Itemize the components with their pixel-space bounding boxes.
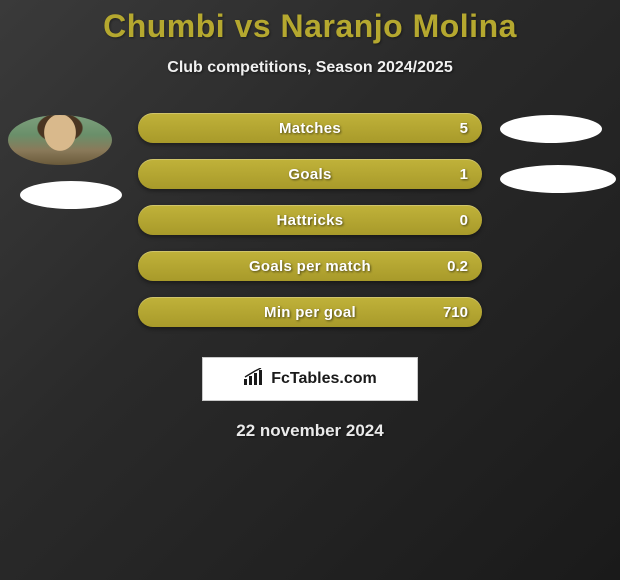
stat-label: Min per goal — [138, 297, 482, 327]
brand-text: FcTables.com — [271, 370, 377, 388]
subtitle: Club competitions, Season 2024/2025 — [0, 59, 620, 77]
stat-label: Goals per match — [138, 251, 482, 281]
player-left-badge — [20, 181, 122, 209]
widget-root: Chumbi vs Naranjo Molina Club competitio… — [0, 0, 620, 580]
stat-value: 0 — [460, 205, 468, 235]
chart-icon — [243, 368, 265, 391]
stat-pill-min-per-goal: Min per goal 710 — [138, 297, 482, 327]
player-right-badge-2 — [500, 165, 616, 193]
stat-value: 1 — [460, 159, 468, 189]
stat-value: 5 — [460, 113, 468, 143]
stat-label: Goals — [138, 159, 482, 189]
player-right-badge-1 — [500, 115, 602, 143]
stat-label: Matches — [138, 113, 482, 143]
stat-pill-goals-per-match: Goals per match 0.2 — [138, 251, 482, 281]
player-left-avatar — [8, 115, 112, 165]
stat-pill-hattricks: Hattricks 0 — [138, 205, 482, 235]
stat-value: 710 — [443, 297, 468, 327]
avatar-placeholder-icon — [8, 115, 112, 165]
brand-box[interactable]: FcTables.com — [202, 357, 418, 401]
comparison-content: Matches 5 Goals 1 Hattricks 0 Goals per … — [0, 113, 620, 343]
page-title: Chumbi vs Naranjo Molina — [0, 8, 620, 45]
stats-list: Matches 5 Goals 1 Hattricks 0 Goals per … — [138, 113, 482, 343]
stat-pill-goals: Goals 1 — [138, 159, 482, 189]
stat-label: Hattricks — [138, 205, 482, 235]
stat-value: 0.2 — [447, 251, 468, 281]
stat-pill-matches: Matches 5 — [138, 113, 482, 143]
footer-date: 22 november 2024 — [0, 421, 620, 441]
